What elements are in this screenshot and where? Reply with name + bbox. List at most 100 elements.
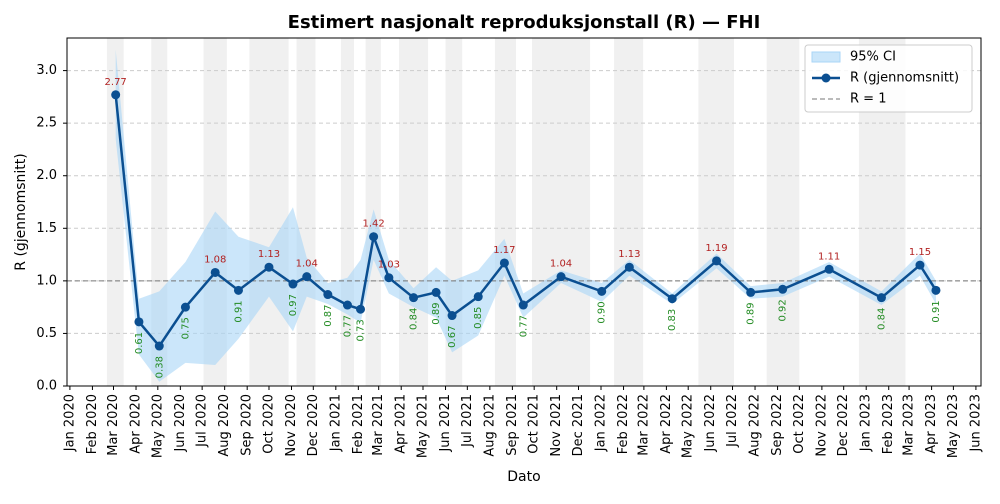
x-tick-label: Dec 2021 [571,394,586,456]
value-label: 0.91 [931,300,942,322]
shaded-period [614,38,644,386]
value-label: 1.11 [818,251,840,262]
x-tick-label: Jul 2020 [195,394,210,448]
value-label: 0.85 [473,307,484,329]
x-tick-label: Nov 2021 [549,394,564,457]
x-tick-label: Dec 2022 [836,394,851,456]
shaded-period [698,38,734,386]
value-label: 0.89 [431,302,442,324]
x-tick-label: Feb 2022 [616,394,631,454]
chart-title: Estimert nasjonalt reproduksjonstall (R)… [288,12,761,33]
legend-box [804,44,973,113]
x-tick-label: May 2023 [946,394,961,458]
value-label: 0.92 [778,299,789,321]
data-point [624,262,634,272]
x-tick-label: Jan 2022 [594,394,609,452]
plot-frame [66,37,982,387]
data-point [931,285,941,295]
data-point [180,302,190,312]
value-label: 0.61 [134,332,145,354]
x-tick-label: Nov 2022 [814,394,829,457]
y-axis-label: R (gjennomsnitt) [13,153,29,270]
x-tick-label: May 2022 [681,394,696,458]
value-label: 0.84 [876,308,887,330]
x-tick-label: Aug 2022 [748,394,763,457]
data-point [431,287,441,297]
legend-swatch [821,73,831,83]
x-tick-label: Jun 2021 [438,394,453,453]
x-tick-label: Feb 2023 [881,394,896,454]
x-tick-label: Jun 2023 [968,394,983,453]
shaded-period [531,38,591,386]
x-tick-label: Apr 2020 [129,394,144,454]
ci-band [115,49,936,382]
x-tick-label: Oct 2021 [527,394,542,454]
x-tick-label: Jul 2021 [460,394,475,448]
data-point [369,232,379,242]
data-point [384,273,394,283]
legend-label: R (gjennomsnitt) [850,71,959,86]
data-point [233,285,243,295]
value-label: 1.19 [705,243,727,254]
data-point [556,272,566,282]
data-point [210,267,220,277]
x-tick-label: Sep 2022 [770,394,785,456]
x-tick-label: May 2020 [150,394,165,458]
data-point [134,317,144,327]
value-label: 1.15 [909,247,931,258]
x-tick-label: Jan 2020 [62,394,77,452]
data-point [712,256,722,266]
x-tick-label: Mar 2021 [371,394,386,456]
x-tick-label: Mar 2020 [106,394,121,456]
x-tick-label: Oct 2020 [261,394,276,454]
value-label: 0.84 [409,308,420,330]
value-label: 1.13 [618,249,640,260]
data-point [302,272,312,282]
data-point [667,294,677,304]
value-label: 0.77 [342,315,353,337]
data-point [499,258,509,268]
value-label: 1.04 [550,259,572,270]
value-label: 1.03 [378,260,400,271]
data-point [473,292,483,302]
shaded-period [494,38,517,386]
legend-label: R = 1 [850,92,886,107]
x-tick-label: Dec 2020 [306,394,321,456]
value-label: 1.08 [204,254,226,265]
data-point [342,300,352,310]
value-label: 0.73 [356,319,367,341]
x-tick-label: Sep 2021 [505,394,520,456]
x-tick-label: Jun 2022 [703,394,718,453]
x-tick-label: Mar 2022 [636,394,651,456]
x-tick-label: Apr 2023 [924,394,939,454]
value-label: 0.67 [447,326,458,348]
shaded-period [249,38,289,386]
data-point [323,290,333,300]
legend-swatch [811,51,841,63]
data-point [154,341,164,351]
data-point [288,279,298,289]
data-point [111,90,121,100]
shaded-period [766,38,800,386]
x-tick-label: Aug 2020 [217,394,232,457]
legend: 95% CI R (gjennomsnitt) R = 1 [804,44,973,113]
x-tick-label: Sep 2020 [240,394,255,456]
data-point [518,300,528,310]
data-point [778,284,788,294]
value-label: 0.90 [597,301,608,323]
x-tick-label: Feb 2021 [351,394,366,454]
legend-label: 95% CI [850,50,896,65]
value-label: 0.83 [667,309,678,331]
value-label: 0.97 [288,294,299,316]
data-point [409,293,419,303]
data-point [264,262,274,272]
y-tick-label: 2.5 [36,116,57,131]
x-tick-label: Apr 2021 [394,394,409,454]
y-tick-label: 3.0 [36,63,57,78]
value-label: 0.38 [154,356,165,378]
x-tick-label: Mar 2023 [902,394,917,456]
x-tick-label: Jan 2021 [328,394,343,452]
value-label: 0.77 [518,315,529,337]
data-point [746,287,756,297]
